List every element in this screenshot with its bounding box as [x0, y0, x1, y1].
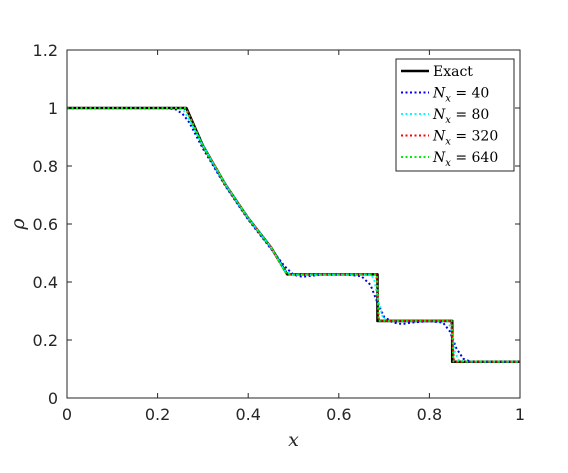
legend-label-1: Nx = 40 [432, 86, 489, 105]
x-axis-label: x [288, 429, 299, 451]
legend-label-3: Nx = 320 [432, 129, 498, 148]
legend-label-4: Nx = 640 [432, 150, 498, 169]
x-tick-label-4: 0.8 [417, 405, 442, 424]
y-tick-label-5: 1 [48, 99, 58, 118]
y-tick-label-0: 0 [48, 389, 58, 408]
x-tick-label-3: 0.6 [326, 405, 351, 424]
x-tick-label-1: 0.2 [145, 405, 170, 424]
y-tick-label-2: 0.4 [33, 273, 58, 292]
x-tick-label-5: 1 [515, 405, 525, 424]
y-tick-label-6: 1.2 [33, 41, 58, 60]
legend-label-2: Nx = 80 [432, 107, 489, 126]
legend-label-0: Exact [433, 64, 473, 80]
y-tick-label-4: 0.8 [33, 157, 58, 176]
axes: 0 0.2 0.4 0.6 0.8 1 0 0.2 0.4 0.6 0.8 1 1.2 x ρ [7, 41, 525, 451]
series-line-2 [67, 107, 520, 363]
x-tick-label-0: 0 [62, 405, 72, 424]
plot-area [67, 106, 520, 364]
x-tick-label-2: 0.4 [235, 405, 260, 424]
y-tick-label-3: 0.6 [33, 215, 58, 234]
series-line-4 [67, 107, 520, 363]
y-axis-label: ρ [7, 218, 29, 231]
y-tick-label-1: 0.2 [33, 331, 58, 350]
legend: Exact Nx = 40 Nx = 80 Nx = 320 Nx = 640 [395, 58, 515, 172]
